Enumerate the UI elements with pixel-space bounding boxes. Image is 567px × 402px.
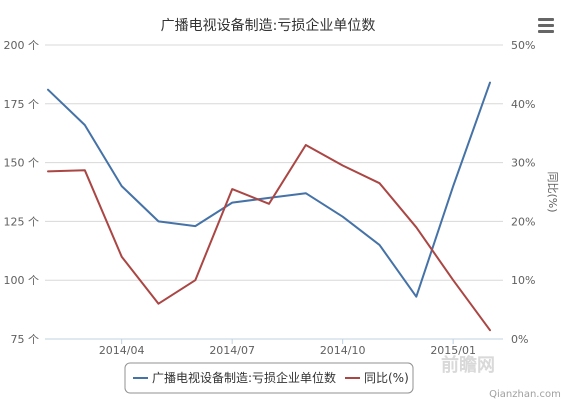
y-left-tick-label: 75 个 (11, 333, 40, 346)
watermark-brand: 前瞻网 (441, 354, 495, 376)
y-right-tick-label: 40% (511, 98, 535, 111)
y-axis-right-title: 同比(%) (546, 171, 559, 212)
legend-item-series-1[interactable]: 同比(%) (345, 371, 409, 385)
y-right-tick-label: 10% (511, 274, 535, 287)
watermark: 前瞻网 Qianzhan.com (441, 354, 561, 400)
y-axis-right: 50% 40% 30% 20% 10% 0% (511, 39, 535, 346)
chart-title: 广播电视设备制造:亏损企业单位数 (161, 17, 376, 34)
series-line-1 (47, 144, 491, 332)
watermark-url: Qianzhan.com (489, 389, 561, 400)
x-tick-label: 2014/07 (209, 344, 255, 357)
x-axis: 2014/04 2014/07 2014/10 2015/01 (45, 338, 503, 357)
y-left-tick-label: 200 个 (4, 39, 40, 52)
y-left-tick-label: 175 个 (4, 98, 40, 111)
y-right-tick-label: 30% (511, 157, 535, 170)
x-tick-label: 2014/10 (320, 344, 366, 357)
series-line-0 (47, 81, 491, 298)
hamburger-menu-icon (538, 18, 554, 33)
y-axis-left: 200 个 175 个 150 个 125 个 100 个 75 个 (4, 39, 40, 346)
y-right-tick-label: 20% (511, 215, 535, 228)
series-layer (47, 81, 491, 332)
legend: 广播电视设备制造:亏损企业单位数 同比(%) (124, 362, 414, 394)
x-tick-label: 2014/04 (99, 344, 145, 357)
chart-menu-button[interactable] (533, 14, 557, 36)
y-left-tick-label: 100 个 (4, 274, 40, 287)
x-tick-label: 2015/01 (430, 344, 476, 357)
y-left-tick-label: 125 个 (4, 215, 40, 228)
y-left-tick-label: 150 个 (4, 157, 40, 170)
grid-lines (45, 44, 503, 340)
legend-label-series-0: 广播电视设备制造:亏损企业单位数 (152, 370, 336, 385)
legend-item-series-0[interactable]: 广播电视设备制造:亏损企业单位数 (133, 370, 336, 385)
y-right-tick-label: 50% (511, 39, 535, 52)
y-right-tick-label: 0% (511, 333, 528, 346)
legend-label-series-1: 同比(%) (364, 371, 409, 385)
